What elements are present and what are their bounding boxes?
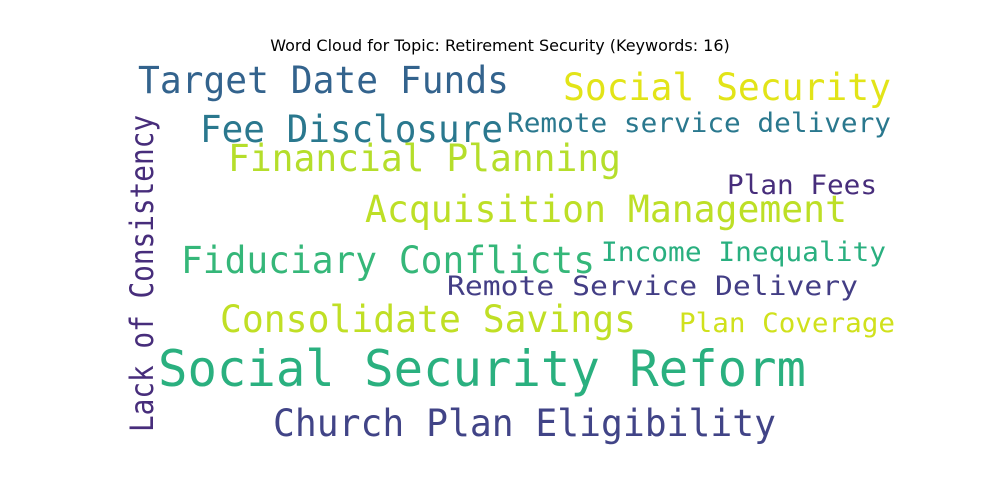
word-remote-service-delivery: Remote service delivery <box>507 108 891 139</box>
word-target-date-funds: Target Date Funds <box>138 59 509 102</box>
word-consolidate-savings: Consolidate Savings <box>220 298 636 341</box>
word-plan-fees: Plan Fees <box>727 170 877 201</box>
word-fee-disclosure: Fee Disclosure <box>200 108 503 151</box>
word-social-security-reform: Social Security Reform <box>158 340 806 398</box>
word-acquisition-management: Acquisition Management <box>365 188 847 231</box>
word-remote-service-delivery: Remote Service Delivery <box>447 271 858 302</box>
word-fiduciary-conflicts: Fiduciary Conflicts <box>181 239 595 282</box>
word-income-inequality: Income Inequality <box>601 237 886 268</box>
word-social-security: Social Security <box>563 66 891 109</box>
word-plan-coverage: Plan Coverage <box>679 308 895 339</box>
word-financial-planning: Financial Planning <box>228 137 621 180</box>
word-lack-of-consistency: Lack of Consistency <box>123 115 161 432</box>
word-church-plan-eligibility: Church Plan Eligibility <box>273 402 776 445</box>
chart-title: Word Cloud for Topic: Retirement Securit… <box>270 36 730 55</box>
